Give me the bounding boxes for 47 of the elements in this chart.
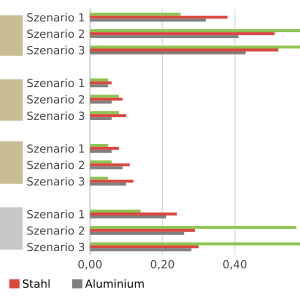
y-tick-label: Szenario 3 bbox=[27, 242, 84, 252]
bar bbox=[90, 215, 166, 218]
bar bbox=[90, 245, 199, 248]
bar bbox=[90, 81, 112, 84]
y-tick-label: Szenario 2 bbox=[27, 226, 84, 235]
y-tick-label: Szenario 3 bbox=[27, 111, 84, 120]
x-tick-label: 0,40 bbox=[223, 260, 246, 270]
x-tick-label: 0,20 bbox=[150, 260, 174, 270]
bar bbox=[90, 144, 108, 147]
bar bbox=[90, 32, 275, 36]
bar bbox=[90, 46, 300, 49]
y-tick-label: Szenario 1 bbox=[27, 210, 84, 218]
bar bbox=[90, 160, 112, 164]
bar bbox=[90, 48, 278, 52]
bar bbox=[90, 100, 112, 104]
bar bbox=[90, 163, 130, 166]
legend-label: Stahl bbox=[22, 279, 50, 288]
bar bbox=[90, 16, 228, 19]
x-tick-label: 0,00 bbox=[78, 260, 102, 270]
bar bbox=[90, 51, 246, 54]
bar bbox=[90, 210, 141, 213]
bar bbox=[90, 98, 123, 101]
y-tick-label: Szenario 2 bbox=[27, 160, 84, 170]
bar bbox=[90, 111, 119, 114]
y-tick-label: Szenario 2 bbox=[27, 29, 84, 38]
bar bbox=[90, 146, 119, 150]
bar bbox=[90, 150, 112, 153]
bar bbox=[90, 226, 296, 229]
bar bbox=[90, 242, 300, 246]
bar bbox=[90, 114, 126, 118]
bar bbox=[90, 232, 184, 235]
y-tick-label: Szenario 1 bbox=[27, 144, 84, 153]
bar bbox=[90, 18, 206, 22]
bar bbox=[90, 29, 300, 32]
y-tick-label: Szenario 1 bbox=[27, 78, 84, 88]
bar bbox=[90, 212, 177, 216]
bar bbox=[90, 117, 112, 120]
bar bbox=[90, 78, 108, 82]
legend-label: Aluminium bbox=[85, 279, 144, 288]
y-tick-label: Szenario 3 bbox=[27, 46, 84, 54]
bar bbox=[90, 228, 195, 232]
y-tick-label: Szenario 3 bbox=[27, 176, 84, 186]
bar bbox=[90, 182, 126, 186]
bar bbox=[90, 180, 134, 183]
y-tick-label: Szenario 2 bbox=[27, 94, 84, 104]
bar bbox=[90, 35, 238, 38]
y-tick-label: Szenario 1 bbox=[27, 12, 84, 22]
